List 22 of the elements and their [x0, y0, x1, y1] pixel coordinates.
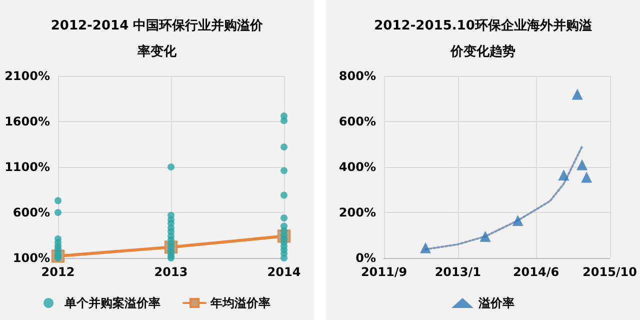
y-tick-label: 400% [338, 160, 376, 174]
y-tick-label: 600% [12, 206, 50, 220]
x-tick-label: 2011/9 [360, 265, 408, 279]
x-tick-label: 2012 [41, 265, 75, 279]
y-tick-label: 0% [356, 251, 376, 265]
chart-title: 2012-2015.10环保企业海外并购溢价变化趋势 [374, 18, 592, 60]
x-tick-label: 2013/1 [434, 265, 481, 279]
legend-label: 溢价率 [478, 296, 514, 310]
x-tick-label: 2014 [267, 265, 301, 279]
y-tick-label: 1100% [4, 160, 50, 174]
legend-label: 单个并购案溢价率 [64, 296, 160, 310]
chart-title: 2012-2014 中国环保行业并购溢价率变化 [50, 18, 264, 60]
y-tick-label: 800% [338, 69, 376, 83]
y-tick-label: 100% [12, 251, 50, 265]
y-tick-label: 2100% [4, 69, 50, 83]
x-tick-label: 2015/10 [582, 265, 637, 279]
legend-label: 年均溢价率 [210, 296, 270, 310]
x-tick-label: 2013 [154, 265, 188, 279]
y-tick-label: 1600% [4, 114, 50, 128]
y-tick-label: 200% [338, 206, 376, 220]
x-tick-label: 2014/6 [512, 265, 560, 279]
y-tick-label: 600% [338, 114, 376, 128]
